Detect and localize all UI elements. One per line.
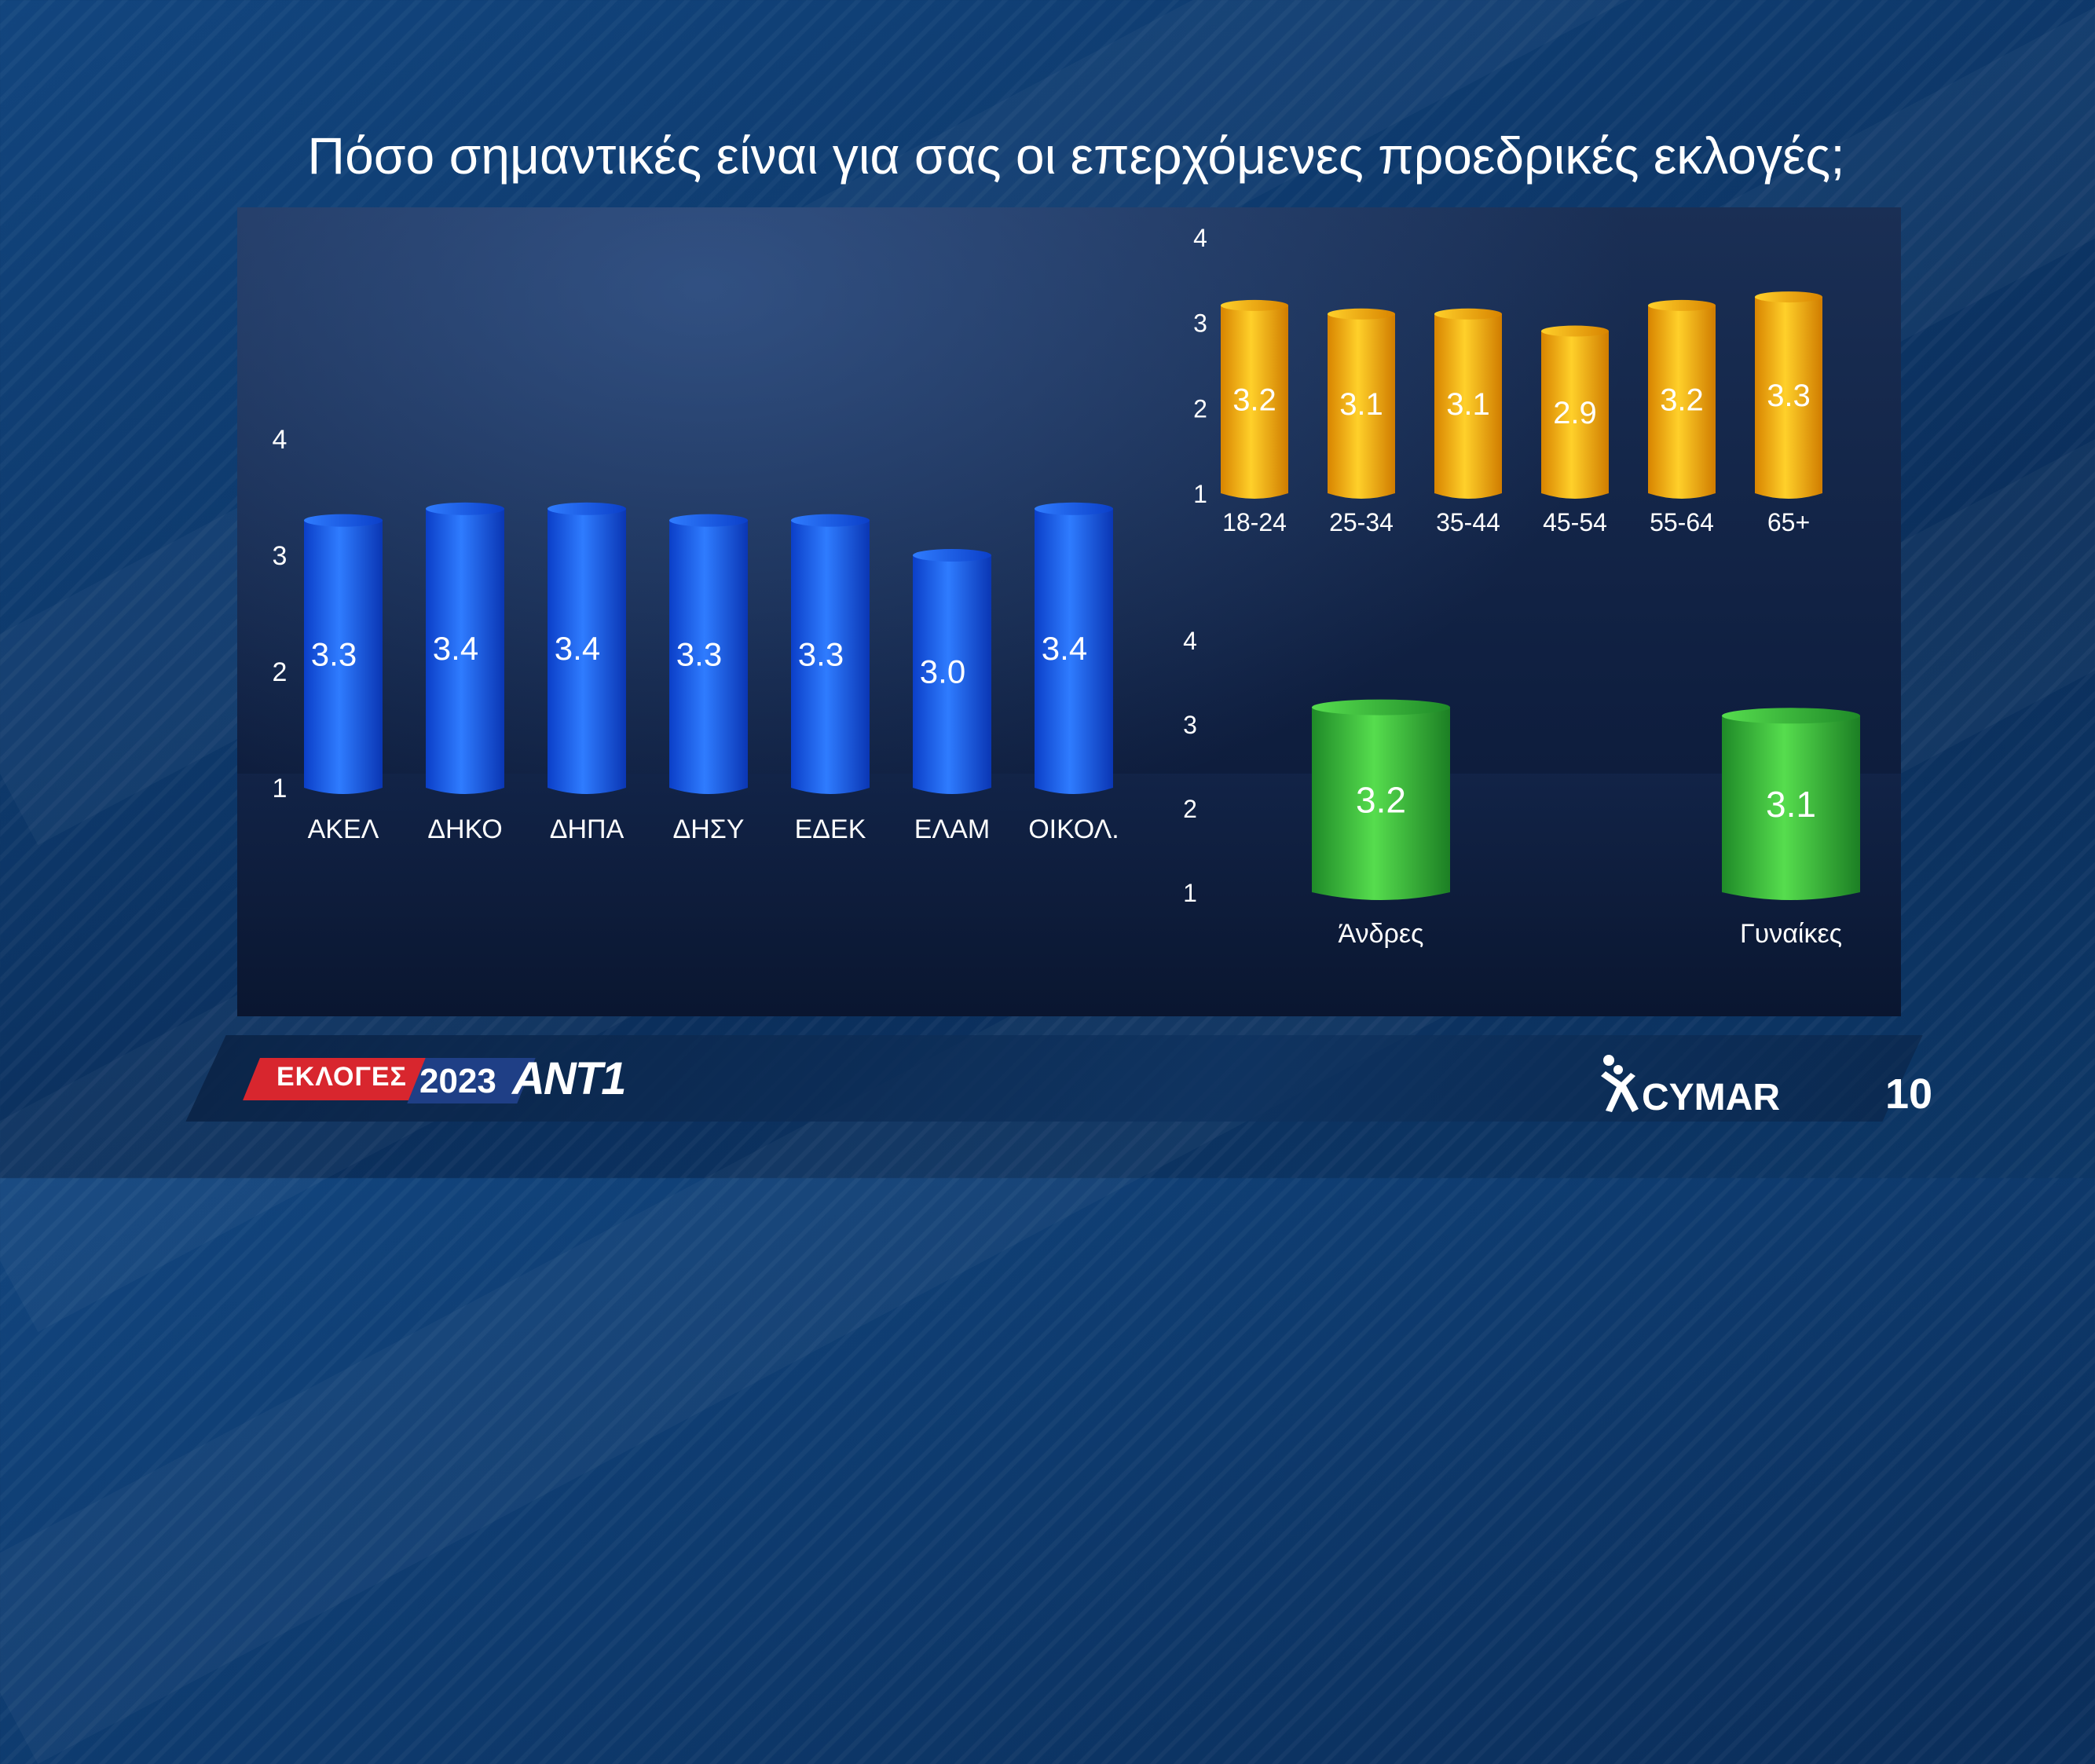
bar (791, 520, 870, 794)
bar-top (1328, 308, 1395, 320)
y-tick-label: 3 (273, 541, 288, 571)
y-tick-label: 1 (1183, 879, 1197, 907)
bar-top (1648, 299, 1716, 311)
bar (1221, 305, 1288, 499)
y-tick-label: 3 (1183, 711, 1197, 739)
data-label: 3.3 (676, 636, 722, 673)
bar-top (913, 549, 991, 562)
ekloges-logo-text: ΕΚΛΟΓΕΣ (277, 1062, 407, 1092)
data-label: 3.4 (1042, 630, 1087, 667)
data-label: 3.1 (1339, 387, 1383, 422)
bar-top (1722, 708, 1860, 724)
bar-top (1221, 299, 1288, 311)
ant1-logo: ANT1 (512, 1053, 626, 1104)
data-label: 3.1 (1446, 387, 1490, 422)
bar (1541, 331, 1609, 499)
y-tick-label: 1 (273, 774, 288, 803)
category-label: ΕΛΑΜ (914, 814, 990, 844)
data-label: 3.2 (1356, 779, 1406, 820)
bar-top (669, 514, 748, 527)
data-label: 3.3 (311, 636, 357, 673)
category-label: ΑΚΕΛ (308, 814, 379, 844)
data-label: 3.2 (1232, 382, 1276, 417)
bar (548, 508, 626, 794)
category-label: 55-64 (1650, 508, 1714, 536)
bar-top (1434, 308, 1502, 320)
category-label: Άνδρες (1339, 919, 1424, 949)
bar (669, 520, 748, 794)
category-label: ΔΗΣΥ (673, 814, 745, 844)
cymar-logo-icon (1601, 1055, 1639, 1112)
bar-top (1541, 325, 1609, 337)
bar (1434, 313, 1502, 499)
cymar-logo-text: CYMAR (1642, 1077, 1780, 1118)
category-label: 35-44 (1436, 508, 1500, 536)
y-tick-label: 4 (273, 425, 288, 455)
bar (913, 555, 991, 794)
party-bar-chart: 1 2 3 4 3.3 ΑΚΕΛ 3.4 ΔΗΚΟ 3.4 ΔΗΠΑ 3.3 ΔΗΣΥ 3.3 ΕΔΕΚ 3… (273, 425, 1119, 844)
bar (1755, 297, 1822, 499)
y-tick-label: 2 (1183, 795, 1197, 823)
category-label: ΔΗΠΑ (550, 814, 624, 844)
data-label: 3.3 (1767, 379, 1811, 413)
bar-top (548, 502, 626, 515)
data-label: 3.4 (555, 630, 600, 667)
bar (1722, 715, 1860, 900)
category-label: 18-24 (1222, 508, 1287, 536)
y-tick-label: 3 (1193, 309, 1207, 338)
bar-top (1755, 291, 1822, 303)
category-label: ΔΗΚΟ (427, 814, 502, 844)
category-label: 65+ (1767, 508, 1810, 536)
category-label: 25-34 (1329, 508, 1394, 536)
category-label: ΟΙΚΟΛ. (1028, 814, 1119, 844)
bar-top (1035, 502, 1113, 515)
data-label: 3.0 (920, 653, 965, 690)
bar-top (791, 514, 870, 527)
y-tick-label: 2 (1193, 394, 1207, 423)
data-label: 3.3 (798, 636, 844, 673)
gender-bar-chart: 1 2 3 4 3.2 Άνδρες 3.1 Γυναίκες (1183, 627, 1860, 949)
age-bar-chart: 1 2 3 4 3.2 18-24 3.1 25-34 3.1 35-44 2.9 45-54 3.2 5… (1193, 224, 1822, 536)
y-tick-label: 1 (1193, 480, 1207, 508)
bar-top (426, 502, 504, 515)
y-tick-label: 4 (1193, 224, 1207, 252)
category-label: 45-54 (1543, 508, 1607, 536)
year-logo-text: 2023 (419, 1062, 496, 1100)
bar (426, 508, 504, 794)
data-label: 2.9 (1553, 396, 1597, 430)
bar (1648, 305, 1716, 499)
data-label: 3.4 (433, 630, 478, 667)
data-label: 3.2 (1660, 382, 1704, 417)
page-number: 10 (1885, 1070, 1933, 1118)
chart-title: Πόσο σημαντικές είναι για σας οι επερχόμ… (307, 126, 1845, 185)
bar (304, 520, 383, 794)
category-label: Γυναίκες (1740, 919, 1842, 949)
bar (1328, 313, 1395, 499)
chart-floor (237, 774, 1901, 1016)
bar-top (1312, 699, 1450, 715)
bar (1312, 707, 1450, 900)
category-label: ΕΔΕΚ (795, 814, 866, 844)
data-label: 3.1 (1766, 784, 1816, 825)
bar-top (304, 514, 383, 527)
y-tick-label: 2 (273, 657, 288, 687)
y-tick-label: 4 (1183, 627, 1197, 655)
bar (1035, 508, 1113, 794)
